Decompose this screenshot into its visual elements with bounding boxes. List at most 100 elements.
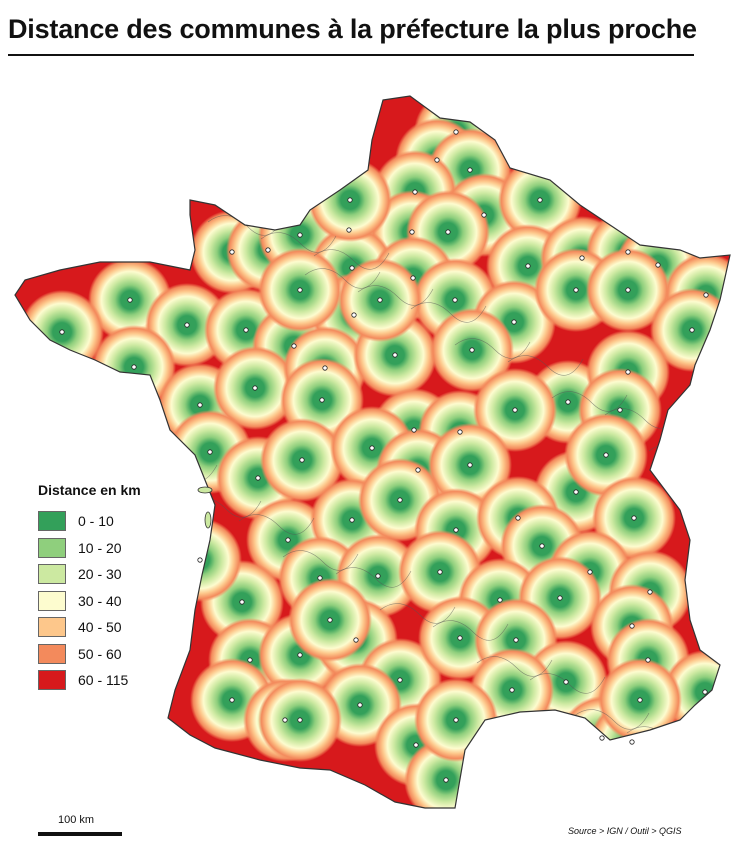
prefecture-marker-icon bbox=[703, 292, 709, 298]
department-boundary bbox=[529, 673, 606, 694]
legend-swatch bbox=[38, 617, 66, 638]
prefecture-marker-icon bbox=[509, 687, 515, 693]
department-boundary bbox=[357, 285, 434, 306]
prefecture-marker-icon bbox=[375, 573, 381, 579]
prefecture-marker-icon bbox=[297, 717, 303, 723]
prefecture-marker-icon bbox=[469, 347, 475, 353]
legend-item: 60 - 115 bbox=[38, 667, 141, 694]
prefecture-marker-icon bbox=[434, 157, 440, 163]
legend-label: 30 - 40 bbox=[78, 592, 122, 609]
prefecture-marker-icon bbox=[327, 617, 333, 623]
prefecture-marker-icon bbox=[457, 429, 463, 435]
prefecture-marker-icon bbox=[285, 537, 291, 543]
prefecture-marker-icon bbox=[625, 249, 631, 255]
prefecture-marker-icon bbox=[537, 197, 543, 203]
legend-label: 40 - 50 bbox=[78, 619, 122, 636]
legend-swatch bbox=[38, 564, 66, 585]
legend-item: 30 - 40 bbox=[38, 588, 141, 615]
prefecture-marker-icon bbox=[557, 595, 563, 601]
prefecture-marker-icon bbox=[353, 637, 359, 643]
department-boundary bbox=[163, 179, 240, 200]
legend-label: 50 - 60 bbox=[78, 645, 122, 662]
prefecture-marker-icon bbox=[457, 635, 463, 641]
prefecture-marker-icon bbox=[410, 275, 416, 281]
prefecture-marker-icon bbox=[629, 623, 635, 629]
legend-swatch bbox=[38, 670, 66, 691]
department-boundary bbox=[432, 620, 509, 641]
prefecture-marker-icon bbox=[453, 129, 459, 135]
prefecture-marker-icon bbox=[349, 265, 355, 271]
department-boundary bbox=[454, 338, 531, 359]
legend-item: 10 - 20 bbox=[38, 535, 141, 562]
prefecture-marker-icon bbox=[351, 312, 357, 318]
prefecture-marker-icon bbox=[625, 287, 631, 293]
department-boundary bbox=[207, 215, 284, 236]
legend-title: Distance en km bbox=[38, 482, 141, 498]
legend-item: 50 - 60 bbox=[38, 641, 141, 668]
prefecture-marker-icon bbox=[243, 327, 249, 333]
legend-item: 0 - 10 bbox=[38, 508, 141, 535]
prefecture-marker-icon bbox=[573, 489, 579, 495]
prefecture-marker-icon bbox=[377, 297, 383, 303]
prefecture-marker-icon bbox=[131, 364, 137, 370]
department-boundary bbox=[476, 656, 553, 677]
prefecture-marker-icon bbox=[397, 497, 403, 503]
prefecture-marker-icon bbox=[645, 657, 651, 663]
prefecture-marker-icon bbox=[197, 557, 203, 563]
department-boundary bbox=[507, 355, 584, 376]
prefecture-marker-icon bbox=[127, 297, 133, 303]
prefecture-marker-icon bbox=[565, 399, 571, 405]
legend-item: 20 - 30 bbox=[38, 561, 141, 588]
prefecture-marker-icon bbox=[265, 247, 271, 253]
prefecture-marker-icon bbox=[247, 657, 253, 663]
prefecture-marker-icon bbox=[481, 212, 487, 218]
prefecture-marker-icon bbox=[255, 475, 261, 481]
prefecture-marker-icon bbox=[525, 263, 531, 269]
department-boundary bbox=[573, 709, 650, 730]
prefecture-marker-icon bbox=[409, 229, 415, 235]
prefecture-marker-icon bbox=[415, 467, 421, 473]
prefecture-marker-icon bbox=[411, 427, 417, 433]
prefecture-marker-icon bbox=[625, 369, 631, 375]
legend-label: 10 - 20 bbox=[78, 539, 122, 556]
prefecture-marker-icon bbox=[453, 527, 459, 533]
prefecture-marker-icon bbox=[603, 452, 609, 458]
legend-item: 40 - 50 bbox=[38, 614, 141, 641]
prefecture-marker-icon bbox=[397, 677, 403, 683]
prefecture-marker-icon bbox=[497, 597, 503, 603]
prefecture-marker-icon bbox=[369, 445, 375, 451]
prefecture-marker-icon bbox=[637, 697, 643, 703]
prefecture-marker-icon bbox=[539, 543, 545, 549]
prefecture-marker-icon bbox=[515, 515, 521, 521]
department-boundary bbox=[260, 232, 337, 253]
prefecture-marker-icon bbox=[513, 637, 519, 643]
prefecture-marker-icon bbox=[563, 679, 569, 685]
legend-label: 20 - 30 bbox=[78, 566, 122, 583]
prefecture-marker-icon bbox=[252, 385, 258, 391]
prefecture-marker-icon bbox=[282, 717, 288, 723]
prefecture-marker-icon bbox=[511, 319, 517, 325]
scale-bar bbox=[38, 832, 122, 836]
legend-swatch bbox=[38, 643, 66, 664]
france-map-icon bbox=[14, 95, 731, 809]
legend-swatch bbox=[38, 511, 66, 532]
source-note: Source > IGN / Outil > QGIS bbox=[568, 826, 682, 836]
department-boundary bbox=[282, 550, 359, 571]
prefecture-marker-icon bbox=[631, 515, 637, 521]
prefecture-marker-icon bbox=[413, 742, 419, 748]
department-boundary bbox=[313, 249, 390, 270]
prefecture-marker-icon bbox=[579, 255, 585, 261]
prefecture-marker-icon bbox=[299, 457, 305, 463]
prefecture-marker-icon bbox=[437, 569, 443, 575]
prefecture-marker-icon bbox=[229, 249, 235, 255]
legend: Distance en km 0 - 10 10 - 20 20 - 30 30 - … bbox=[38, 482, 141, 694]
prefecture-marker-icon bbox=[239, 599, 245, 605]
department-boundary bbox=[551, 391, 628, 412]
prefecture-marker-icon bbox=[443, 777, 449, 783]
prefecture-marker-icon bbox=[467, 462, 473, 468]
department-boundary bbox=[119, 143, 196, 164]
prefecture-marker-icon bbox=[291, 343, 297, 349]
prefecture-marker-icon bbox=[617, 407, 623, 413]
prefecture-marker-icon bbox=[297, 232, 303, 238]
prefecture-marker-icon bbox=[197, 402, 203, 408]
